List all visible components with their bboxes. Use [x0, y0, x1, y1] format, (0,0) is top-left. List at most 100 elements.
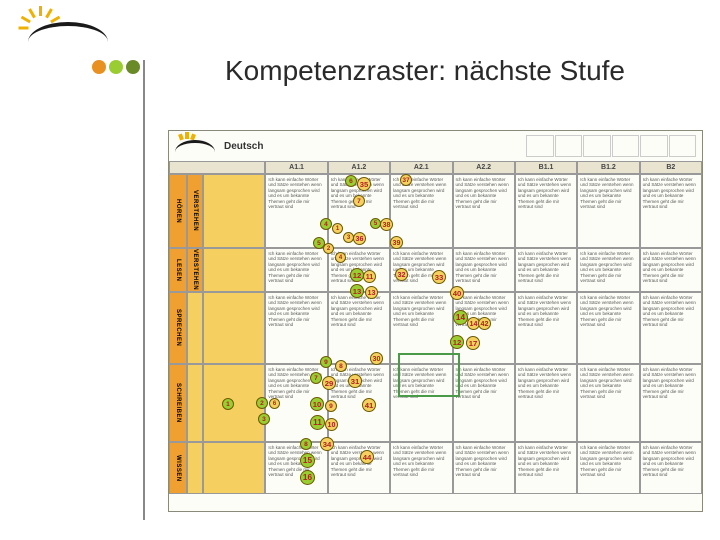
progress-bubble: 4 — [320, 218, 332, 230]
competency-cell: Ich kann einfache Wörter und Sätze verst… — [515, 292, 577, 364]
competency-cell: Ich kann einfache Wörter und Sätze verst… — [265, 248, 327, 292]
progress-bubble: 9 — [325, 400, 337, 412]
progress-bubble: 40 — [450, 286, 464, 300]
vertical-divider — [143, 60, 145, 520]
progress-bubble: 15 — [300, 453, 315, 468]
row-sublabel — [187, 364, 203, 442]
row-label: SCHREIBEN — [169, 364, 187, 442]
row-label: LESEN — [169, 248, 187, 292]
progress-bubble: 3 — [258, 413, 270, 425]
brand-logo — [18, 8, 60, 50]
progress-bubble: 6 — [345, 175, 357, 187]
progress-bubble: 2 — [256, 397, 268, 409]
progress-bubble: 11 — [363, 270, 376, 283]
grid-row: WISSEN Ich kann einfache Wörter und Sätze… — [169, 442, 702, 494]
progress-bubble: 32 — [395, 268, 408, 281]
competency-cell: Ich kann einfache Wörter und Sätze verst… — [515, 442, 577, 494]
competency-cell: Ich kann einfache Wörter und Sätze verst… — [453, 248, 515, 292]
row-label: SPRECHEN — [169, 292, 187, 364]
dot-2 — [109, 60, 123, 74]
competency-cell: Ich kann einfache Wörter und Sätze verst… — [640, 364, 702, 442]
col-head: B2 — [640, 161, 702, 174]
col-head: A1.1 — [265, 161, 327, 174]
competency-cell: Ich kann einfache Wörter und Sätze verst… — [265, 292, 327, 364]
progress-bubble: 12 — [350, 268, 364, 282]
competency-cell — [203, 442, 265, 494]
header-blocks — [526, 135, 696, 157]
progress-bubble: 42 — [478, 317, 491, 330]
competency-cell: Ich kann einfache Wörter und Sätze verst… — [577, 248, 639, 292]
progress-bubble: 8 — [300, 438, 312, 450]
competency-cell: Ich kann einfache Wörter und Sätze verst… — [577, 442, 639, 494]
col-head-blank — [169, 161, 265, 174]
progress-bubble: 41 — [362, 398, 376, 412]
highlight-box — [398, 353, 460, 397]
competency-cell — [203, 292, 265, 364]
progress-bubble: 13 — [350, 284, 364, 298]
progress-bubble: 29 — [322, 376, 336, 390]
competency-cell: Ich kann einfache Wörter und Sätze verst… — [515, 364, 577, 442]
progress-bubble: 16 — [300, 470, 315, 485]
competency-cell: Ich kann einfache Wörter und Sätze verst… — [577, 292, 639, 364]
progress-bubble: 10 — [310, 397, 324, 411]
progress-bubble: 13 — [365, 286, 378, 299]
competency-cell: Ich kann einfache Wörter und Sätze verst… — [640, 248, 702, 292]
progress-bubble: 39 — [390, 236, 403, 249]
progress-bubble: 36 — [353, 232, 366, 245]
competency-cell: Ich kann einfache Wörter und Sätze verst… — [640, 442, 702, 494]
progress-bubble: 12 — [450, 335, 464, 349]
competency-cell: Ich kann einfache Wörter und Sätze verst… — [515, 174, 577, 248]
grid-body: HÖRENVERSTEHEN Ich kann einfache Wörter u… — [169, 174, 702, 494]
row-sublabel — [187, 442, 203, 494]
progress-bubble: 4 — [335, 252, 346, 263]
competency-cell: Ich kann einfache Wörter und Sätze verst… — [577, 364, 639, 442]
col-head: B1.2 — [577, 161, 639, 174]
progress-bubble: 44 — [360, 450, 374, 464]
row-sublabel — [187, 292, 203, 364]
competency-cell: Ich kann einfache Wörter und Sätze verst… — [640, 292, 702, 364]
row-label: HÖREN — [169, 174, 187, 248]
competency-cell: Ich kann einfache Wörter und Sätze verst… — [453, 364, 515, 442]
progress-bubble: 38 — [380, 218, 393, 231]
grid-row: HÖRENVERSTEHEN Ich kann einfache Wörter u… — [169, 174, 702, 248]
progress-bubble: 37 — [400, 174, 412, 186]
column-headers-row: A1.1 A1.2 A2.1 A2.2 B1.1 B1.2 B2 — [169, 161, 702, 174]
competency-cell: Ich kann einfache Wörter und Sätze verst… — [640, 174, 702, 248]
subject-label: Deutsch — [224, 141, 263, 152]
progress-bubble: 9 — [320, 356, 332, 368]
col-head: A2.2 — [453, 161, 515, 174]
competency-grid: Deutsch A1.1 A1.2 A2.1 A2.2 B1.1 B1.2 B2… — [168, 130, 703, 512]
progress-bubble: 17 — [466, 336, 480, 350]
progress-bubble: 7 — [353, 195, 365, 207]
row-sublabel: VERSTEHEN — [187, 174, 203, 248]
progress-bubble: 6 — [269, 398, 280, 409]
progress-bubble: 2 — [323, 243, 334, 254]
col-head: A2.1 — [390, 161, 452, 174]
competency-cell: Ich kann einfache Wörter und Sätze verst… — [453, 442, 515, 494]
progress-bubble: 1 — [332, 223, 343, 234]
dot-3 — [126, 60, 140, 74]
competency-cell — [203, 248, 265, 292]
progress-bubble: 30 — [370, 352, 383, 365]
col-head: A1.2 — [328, 161, 390, 174]
progress-bubble: 31 — [348, 374, 362, 388]
progress-bubble: 33 — [432, 270, 446, 284]
progress-bubble: 35 — [357, 177, 371, 191]
competency-cell — [203, 174, 265, 248]
competency-cell: Ich kann einfache Wörter und Sätze verst… — [328, 442, 390, 494]
competency-cell: Ich kann einfache Wörter und Sätze verst… — [453, 174, 515, 248]
progress-bubble: 14 — [453, 310, 468, 325]
progress-bubble: 10 — [325, 418, 338, 431]
page-title: Kompetenzraster: nächste Stufe — [225, 55, 625, 87]
competency-cell: Ich kann einfache Wörter und Sätze verst… — [515, 248, 577, 292]
col-head: B1.1 — [515, 161, 577, 174]
accent-dots — [92, 60, 140, 74]
row-sublabel: VERSTEHEN — [187, 248, 203, 292]
competency-cell: Ich kann einfache Wörter und Sätze verst… — [577, 174, 639, 248]
grid-header: Deutsch — [169, 131, 702, 161]
row-label: WISSEN — [169, 442, 187, 494]
progress-bubble: 34 — [320, 437, 334, 451]
grid-logo — [173, 132, 218, 160]
progress-bubble: 1 — [222, 398, 234, 410]
progress-bubble: 11 — [310, 415, 325, 430]
